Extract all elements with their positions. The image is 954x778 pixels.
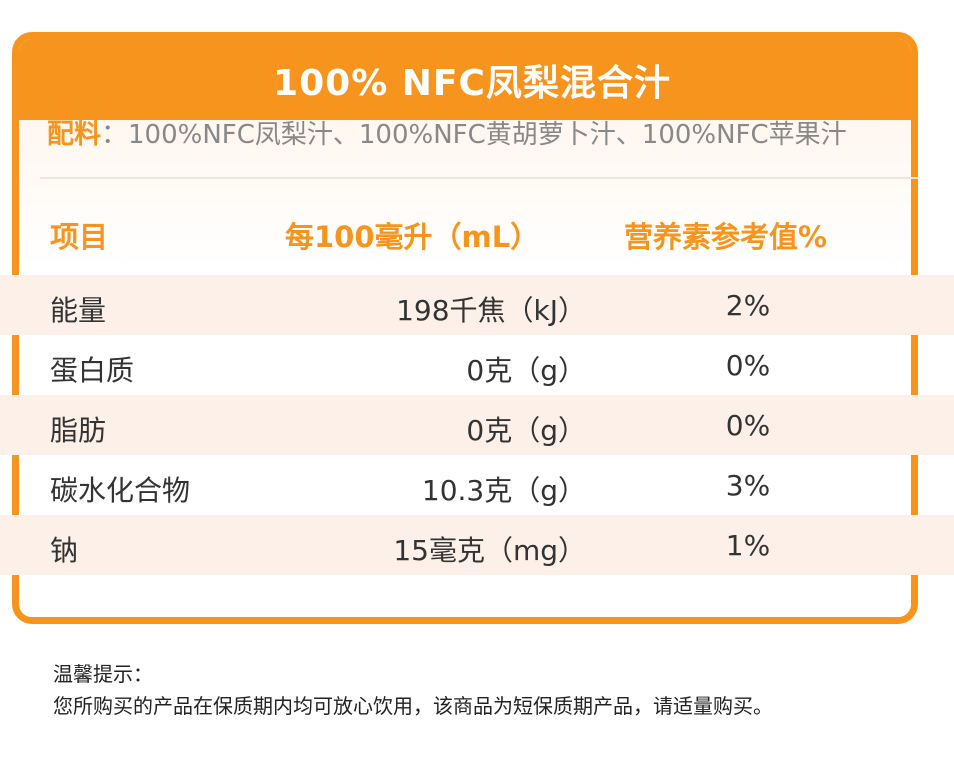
header-item: 项目 xyxy=(50,220,109,254)
header-nrv: 营养素参考值% xyxy=(624,220,828,254)
row-nrv: 3% xyxy=(725,469,771,502)
ingredients-label: 配料 xyxy=(47,119,101,150)
row-value: 198千焦（kJ） xyxy=(396,294,586,327)
header-per-100ml: 每100毫升（mL） xyxy=(285,220,540,254)
row-value: 0克（g） xyxy=(466,354,586,387)
product-title: 100% NFC凤梨混合汁 xyxy=(273,62,671,104)
ingredients-line: 配料：100%NFC凤梨汁、100%NFC黄胡萝卜汁、100%NFC苹果汁 xyxy=(47,112,847,151)
row-nrv: 0% xyxy=(725,409,771,442)
divider xyxy=(40,177,918,179)
table-row: 钠 15毫克（mg） 1% xyxy=(0,515,954,575)
row-value: 0克（g） xyxy=(466,414,586,447)
row-value: 15毫克（mg） xyxy=(393,534,586,567)
row-item: 脂肪 xyxy=(50,414,107,447)
row-value: 10.3克（g） xyxy=(421,474,586,507)
row-item: 碳水化合物 xyxy=(50,474,191,507)
table-row: 脂肪 0克（g） 0% xyxy=(0,395,954,455)
note-body: 您所购买的产品在保质期内均可放心饮用，该商品为短保质期产品，请适量购买。 xyxy=(53,694,773,718)
ingredients-colon: ： xyxy=(101,119,128,150)
note-title: 温馨提示： xyxy=(53,662,153,686)
table-row: 能量 198千焦（kJ） 2% xyxy=(0,275,954,335)
row-item: 钠 xyxy=(50,534,79,567)
table-row: 蛋白质 0克（g） 0% xyxy=(0,335,954,395)
row-nrv: 1% xyxy=(725,529,771,562)
row-nrv: 2% xyxy=(725,289,771,322)
card-header: 100% NFC凤梨混合汁 xyxy=(19,39,911,120)
ingredients-text: 100%NFC凤梨汁、100%NFC黄胡萝卜汁、100%NFC苹果汁 xyxy=(128,120,847,150)
table-header: 项目 每100毫升（mL） 营养素参考值% xyxy=(0,208,954,258)
row-nrv: 0% xyxy=(725,349,771,382)
row-item: 能量 xyxy=(50,294,107,327)
nutrition-table: 能量 198千焦（kJ） 2% 蛋白质 0克（g） 0% 脂肪 0克（g） 0%… xyxy=(0,275,954,575)
row-item: 蛋白质 xyxy=(50,354,135,387)
table-row: 碳水化合物 10.3克（g） 3% xyxy=(0,455,954,515)
reminder-note: 温馨提示： 您所购买的产品在保质期内均可放心饮用，该商品为短保质期产品，请适量购… xyxy=(53,658,773,722)
